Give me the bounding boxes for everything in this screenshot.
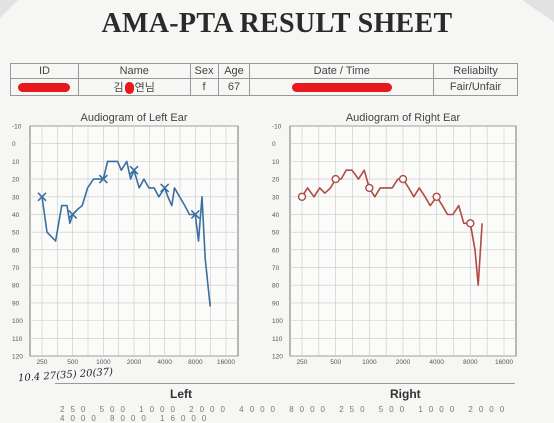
y-tick-label: 20 (12, 177, 20, 184)
data-point-x-marker (160, 183, 170, 193)
y-tick-label: 60 (272, 247, 280, 254)
y-tick-label: 90 (272, 300, 280, 307)
corner-fold-left (0, 0, 18, 18)
data-point-o-marker (466, 219, 475, 228)
audiogram-charts: Audiogram of Left Ear -10 0 10 20 30 40 50 60 70 8… (12, 112, 517, 366)
data-point-o-marker (331, 174, 340, 184)
y-tick-label: 0 (272, 141, 276, 148)
chart-title: Audiogram of Right Ear (346, 112, 461, 124)
y-tick-label: 0 (12, 141, 16, 148)
left-ear-audiogram: Audiogram of Left Ear -10 0 10 20 30 40 50 60 70 8… (12, 112, 239, 366)
name-value: 김 연님 (77, 78, 191, 96)
redaction-mark (291, 82, 392, 92)
data-point-x-marker (37, 192, 47, 202)
x-tick-label: 16000 (217, 359, 235, 366)
y-tick-label: 80 (272, 283, 280, 290)
y-tick-label: 70 (12, 265, 20, 272)
y-tick-label: 40 (12, 212, 20, 219)
y-tick-label: 10 (12, 159, 20, 166)
sex-value: f (189, 78, 219, 96)
corner-fold-right (522, 0, 554, 22)
date-value (249, 78, 435, 96)
bottom-table-border (55, 383, 515, 384)
right-ear-label: Right (390, 387, 421, 401)
y-tick-label: 120 (12, 354, 23, 361)
right-ear-audiogram: Audiogram of Right Ear -10 0 10 20 30 40 50 60 70… (272, 112, 517, 366)
y-tick-label: 50 (12, 230, 20, 237)
reliability-header: Reliabilty (433, 63, 518, 79)
data-point-o-marker (398, 174, 408, 184)
data-point-o-marker (432, 192, 441, 201)
x-tick-label: 16000 (495, 359, 513, 366)
data-point-o-marker (297, 192, 307, 201)
y-tick-label: 50 (272, 230, 280, 237)
x-tick-label: 500 (67, 359, 78, 366)
series-line (301, 169, 483, 286)
x-tick-label: 500 (330, 359, 341, 366)
patient-info-table: ID Name Sex Age Date / Time Reliabilty 김… (10, 63, 518, 96)
x-tick-label: 8000 (463, 359, 478, 366)
age-header: Age (217, 63, 251, 79)
redaction-mark (18, 82, 71, 92)
data-point-x-marker (190, 209, 200, 220)
x-tick-label: 250 (297, 359, 308, 366)
x-tick-label: 1000 (362, 359, 377, 366)
x-tick-label: 4000 (157, 359, 172, 366)
data-point-x-marker (129, 165, 139, 175)
y-tick-label: 30 (272, 194, 280, 201)
chart-title: Audiogram of Left Ear (80, 112, 187, 124)
name-header: Name (77, 63, 191, 79)
x-tick-label: 8000 (188, 359, 203, 366)
redaction-mark (124, 82, 134, 95)
x-tick-label: 2000 (127, 359, 142, 366)
y-tick-label: 40 (272, 212, 280, 219)
data-point-x-marker (98, 174, 108, 184)
name-rest: 연님 (134, 82, 155, 94)
left-ear-label: Left (170, 387, 192, 401)
y-tick-label: 30 (12, 194, 20, 201)
id-value (10, 78, 79, 96)
id-header: ID (10, 63, 79, 79)
sex-header: Sex (189, 63, 219, 79)
bottom-frequency-row: 250 500 1000 2000 4000 8000 250 500 1000… (60, 405, 511, 423)
y-tick-label: 90 (12, 300, 20, 307)
y-tick-label: 70 (272, 265, 280, 272)
y-tick-label: 100 (272, 318, 283, 325)
x-tick-label: 1000 (96, 359, 111, 366)
y-tick-label: 80 (12, 283, 20, 290)
y-tick-label: 20 (272, 177, 280, 184)
y-tick-label: 60 (12, 247, 20, 254)
age-value: 67 (217, 78, 251, 96)
reliability-value: Fair/Unfair (433, 78, 518, 96)
date-header: Date / Time (249, 63, 435, 79)
x-tick-label: 4000 (429, 359, 444, 366)
y-tick-label: -10 (272, 124, 282, 131)
y-tick-label: 110 (272, 336, 283, 343)
x-tick-label: 250 (37, 359, 48, 366)
data-point-o-marker (365, 183, 374, 193)
name-first-char: 김 (113, 82, 124, 94)
page-title: AMA-PTA RESULT SHEET (101, 8, 453, 39)
x-tick-label: 2000 (396, 359, 411, 366)
y-tick-label: 10 (272, 159, 280, 166)
data-point-x-marker (68, 209, 78, 220)
y-tick-label: 100 (12, 318, 23, 325)
y-tick-label: 120 (272, 354, 283, 361)
y-tick-label: -10 (12, 124, 22, 131)
y-tick-label: 110 (12, 336, 23, 343)
